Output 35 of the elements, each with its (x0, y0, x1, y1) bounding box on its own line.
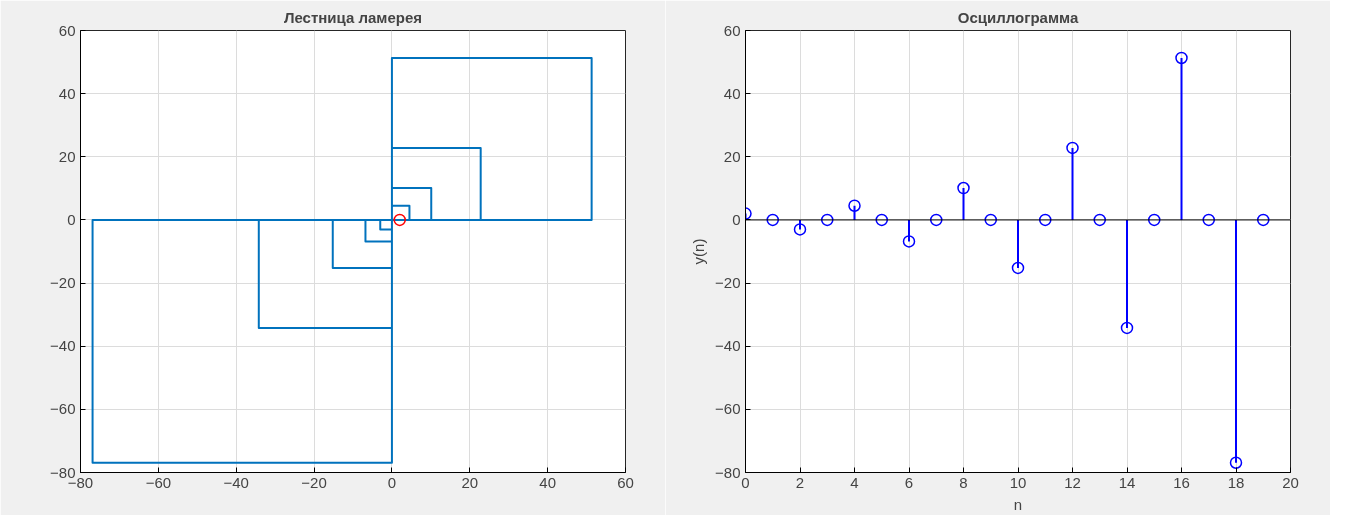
x-tick-label: 16 (1173, 473, 1190, 491)
chart-title: Осциллограмма (957, 8, 1079, 26)
x-tick-label: −40 (223, 473, 249, 491)
x-tick-label: −20 (301, 473, 327, 491)
x-tick-label: 2 (795, 473, 805, 491)
y-tick-label: 40 (58, 84, 76, 102)
y-tick-label: −40 (715, 337, 741, 355)
x-tick-label: 20 (1282, 473, 1299, 491)
y-tick-label: 0 (67, 210, 76, 228)
y-tick-label: −20 (715, 274, 741, 292)
x-axis-title: n (1013, 495, 1023, 513)
chart-title: Лестница ламерея (283, 8, 423, 26)
x-tick-label: 6 (904, 473, 914, 491)
y-tick-label: 60 (58, 21, 76, 39)
x-tick-label: 20 (461, 473, 479, 491)
y-axis-title: y(n) (690, 238, 708, 265)
x-tick-label: 60 (617, 473, 634, 491)
x-tick-label: 14 (1118, 473, 1136, 491)
x-tick-label: 4 (850, 473, 859, 491)
x-tick-label: 40 (539, 473, 556, 491)
y-tick-label: −60 (50, 400, 76, 418)
y-tick-label: 20 (58, 147, 76, 165)
x-tick-label: 10 (1009, 473, 1027, 491)
y-tick-label: 20 (723, 147, 741, 165)
x-tick-label: 0 (387, 473, 397, 491)
x-tick-label: 18 (1227, 473, 1245, 491)
y-tick-label: −60 (715, 400, 741, 418)
x-tick-label: 8 (959, 473, 968, 491)
x-tick-label: −60 (145, 473, 172, 491)
y-tick-label: 0 (732, 210, 741, 228)
y-tick-label: −20 (50, 274, 76, 292)
y-tick-label: −40 (50, 337, 76, 355)
y-tick-label: 40 (723, 84, 741, 102)
y-tick-label: 60 (723, 21, 741, 39)
x-tick-label: 12 (1064, 473, 1081, 491)
